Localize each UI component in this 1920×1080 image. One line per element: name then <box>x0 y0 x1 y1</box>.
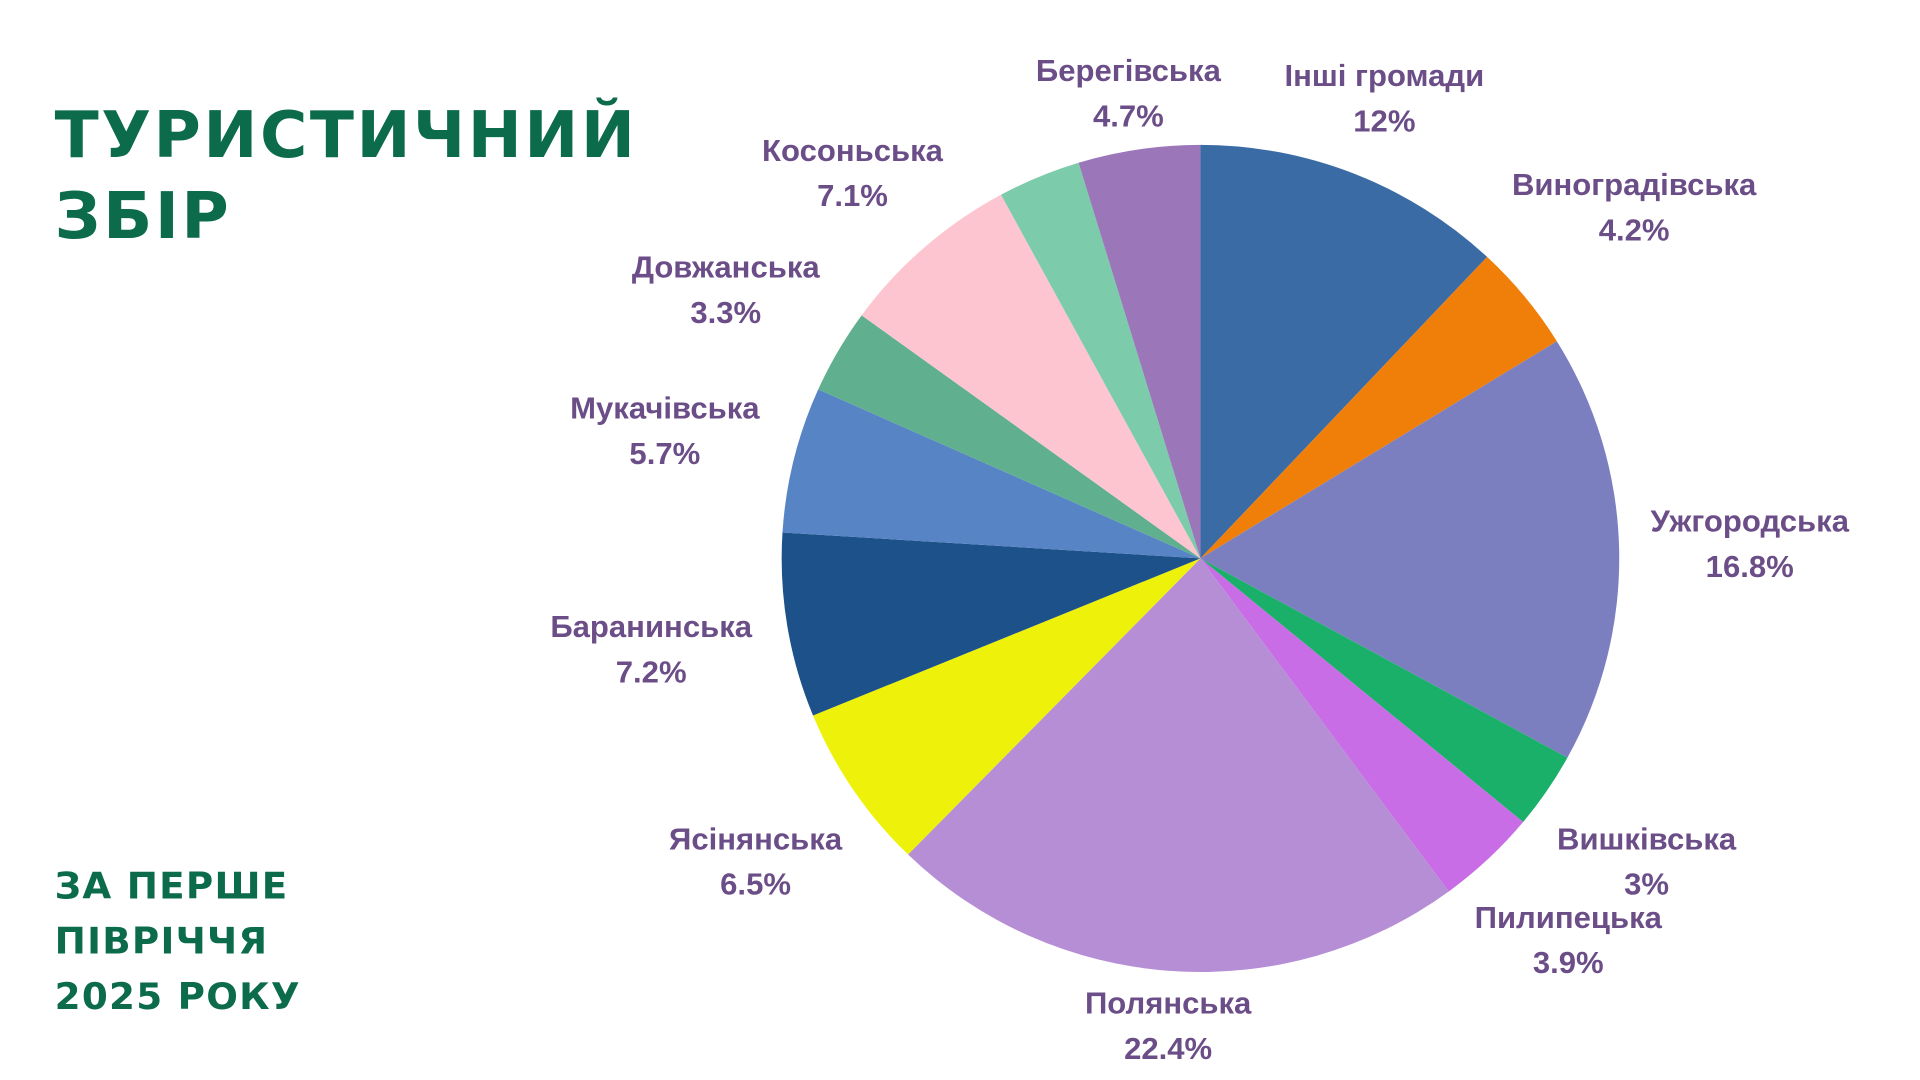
data-label: Вишківська 3% <box>1557 817 1736 908</box>
subtitle-line-2: ПІВРІЧЧЯ <box>54 920 269 964</box>
slice-value: 22.4% <box>1124 1032 1213 1067</box>
pie-slice <box>1001 162 1201 559</box>
data-label: Мукачівська 5.7% <box>570 387 759 478</box>
pie-slice-Косоньська <box>861 194 1201 559</box>
data-label: Полянська 22.4% <box>1085 982 1251 1073</box>
data-label: Пилипецька 3.9% <box>1475 896 1662 987</box>
slice-name: Берегівська <box>1035 54 1221 89</box>
slice-name: Виноградівська <box>1511 168 1757 203</box>
pie-slice-Пилипецька <box>1200 558 1524 892</box>
pie-slice-Вишківська <box>1200 558 1568 823</box>
pie-slice-Виноградівська <box>1200 256 1557 559</box>
data-label: Виноградівська 4.2% <box>1512 163 1756 254</box>
slice-value: 5.7% <box>629 436 701 472</box>
slice-name: Інші громади <box>1284 58 1485 94</box>
slice-value: 7.2% <box>615 655 687 690</box>
pie-slice-Інші громади <box>1200 144 1488 559</box>
slice-value: 6.5% <box>720 867 791 903</box>
data-label: Інші громади 12% <box>1285 54 1485 145</box>
slice-name: Косоньська <box>762 133 943 169</box>
data-label: Берегівська 4.7% <box>1036 49 1221 140</box>
title-line-2: ЗБІР <box>54 180 232 255</box>
slice-value: 12% <box>1353 104 1416 139</box>
slice-name: Мукачівська <box>570 391 760 426</box>
data-label: Косоньська 7.1% <box>762 129 943 220</box>
slice-name: Пилипецька <box>1474 900 1662 936</box>
slice-name: Баранинська <box>550 609 753 645</box>
pie-slice-Довжанська <box>818 315 1201 559</box>
slice-value: 3% <box>1624 867 1670 903</box>
data-label: Ясінянська 6.5% <box>669 817 842 908</box>
chart-title: ТУРИСТИЧНИЙ ЗБІР <box>55 96 638 258</box>
slice-value: 16.8% <box>1705 549 1794 585</box>
data-label: Ужгородська 16.8% <box>1650 500 1849 591</box>
slice-value: 3.3% <box>690 295 762 331</box>
title-line-1: ТУРИСТИЧНИЙ <box>54 99 638 174</box>
subtitle-line-1: ЗА ПЕРШЕ <box>54 865 289 909</box>
data-label: Баранинська 7.2% <box>550 605 752 696</box>
subtitle-line-3: 2025 РОКУ <box>54 975 301 1019</box>
slice-value: 4.2% <box>1598 213 1670 248</box>
pie-slice-Баранинська <box>781 532 1201 716</box>
slice-name: Довжанська <box>631 250 820 285</box>
slice-name: Ясінянська <box>669 822 843 857</box>
pie-slice-Полянська <box>908 558 1449 973</box>
slice-name: Вишківська <box>1557 822 1737 857</box>
slice-value: 3.9% <box>1532 946 1604 981</box>
slice-name: Полянська <box>1084 986 1252 1022</box>
pie-slice-Мукачівська <box>782 389 1201 559</box>
slice-name: Ужгородська <box>1650 504 1849 539</box>
data-label: Довжанська 3.3% <box>632 245 820 336</box>
pie-slice-Берегівська <box>1078 144 1201 559</box>
slice-value: 7.1% <box>817 179 888 214</box>
pie-slice-Ужгородська <box>1200 341 1620 758</box>
chart-subtitle: ЗА ПЕРШЕ ПІВРІЧЧЯ 2025 РОКУ <box>55 859 301 1025</box>
pie-slice-Ясінянська <box>813 558 1201 855</box>
slice-value: 4.7% <box>1092 99 1164 134</box>
